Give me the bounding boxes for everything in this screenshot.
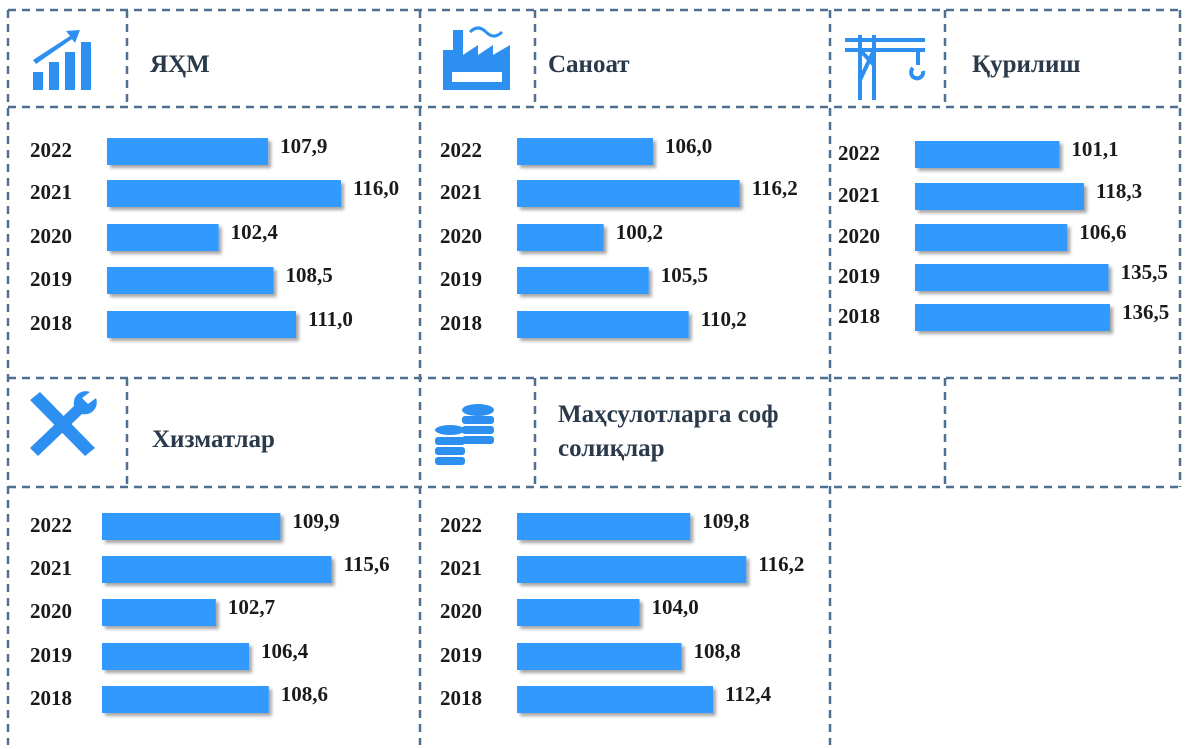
bar (517, 599, 640, 626)
year-label: 2019 (30, 267, 72, 291)
panel-title: ЯҲМ (150, 51, 210, 78)
year-label: 2019 (838, 264, 880, 288)
year-label: 2020 (440, 224, 482, 248)
bar (107, 224, 219, 251)
value-label: 112,4 (725, 682, 772, 706)
bar (915, 141, 1060, 168)
panel-title: Хизматлар (152, 426, 275, 453)
year-label: 2020 (30, 599, 72, 623)
bar (102, 643, 250, 670)
year-label: 2018 (30, 311, 72, 335)
bar (107, 311, 296, 338)
value-label: 109,8 (702, 509, 749, 533)
icon-coins (435, 404, 494, 465)
icon-growth (33, 30, 91, 90)
year-label: 2021 (30, 556, 72, 580)
value-label: 101,1 (1071, 137, 1118, 161)
value-label: 105,5 (661, 263, 708, 287)
grid-frame (6, 8, 1182, 745)
value-label: 109,9 (292, 509, 339, 533)
icon-factory (443, 26, 510, 90)
year-label: 2020 (838, 224, 880, 248)
year-label: 2020 (30, 224, 72, 248)
value-label: 111,0 (308, 307, 353, 331)
bar (102, 686, 269, 713)
year-label: 2020 (440, 599, 482, 623)
value-label: 135,5 (1121, 260, 1168, 284)
year-label: 2021 (838, 183, 880, 207)
year-label: 2022 (30, 138, 72, 162)
bar (107, 267, 274, 294)
bar (915, 264, 1109, 291)
bar (102, 599, 216, 626)
bar (517, 138, 653, 165)
year-label: 2022 (440, 138, 482, 162)
bar (517, 311, 689, 338)
year-label: 2018 (440, 686, 482, 710)
year-label: 2022 (838, 141, 880, 165)
value-label: 100,2 (616, 220, 663, 244)
icon-crane (845, 35, 926, 100)
year-label: 2018 (838, 304, 880, 328)
bar (517, 513, 691, 540)
year-label: 2022 (30, 513, 72, 537)
year-label: 2018 (30, 686, 72, 710)
bar (517, 224, 604, 251)
bar (915, 183, 1084, 210)
value-label: 104,0 (652, 595, 699, 619)
year-label: 2018 (440, 311, 482, 335)
value-label: 110,2 (701, 307, 747, 331)
panel-title: Қурилиш (972, 51, 1081, 78)
bar (517, 180, 740, 207)
year-label: 2021 (440, 180, 482, 204)
year-label: 2019 (30, 643, 72, 667)
bar (517, 686, 713, 713)
value-label: 102,4 (231, 220, 279, 244)
bar (102, 513, 281, 540)
value-label: 106,4 (261, 639, 309, 663)
panel-title: Саноат (548, 51, 630, 78)
value-label: 136,5 (1122, 300, 1169, 324)
value-label: 108,5 (286, 263, 333, 287)
value-label: 106,0 (665, 134, 712, 158)
value-label: 108,8 (694, 639, 741, 663)
value-label: 116,2 (752, 176, 798, 200)
value-label: 118,3 (1096, 179, 1142, 203)
bar (102, 556, 332, 583)
year-label: 2021 (440, 556, 482, 580)
icon-tools (30, 391, 97, 456)
bar (107, 138, 269, 165)
bar (915, 224, 1068, 251)
value-label: 115,6 (343, 552, 389, 576)
value-label: 107,9 (280, 134, 327, 158)
panel-title: Маҳсулотларга соф солиқлар (558, 401, 779, 462)
year-label: 2021 (30, 180, 72, 204)
value-label: 116,0 (353, 176, 399, 200)
bar (517, 643, 682, 670)
year-label: 2019 (440, 267, 482, 291)
year-label: 2022 (440, 513, 482, 537)
bar (915, 304, 1110, 331)
bar (107, 180, 341, 207)
bar (517, 556, 747, 583)
value-label: 102,7 (228, 595, 275, 619)
value-label: 108,6 (281, 682, 328, 706)
value-label: 116,2 (758, 552, 804, 576)
bar (517, 267, 649, 294)
year-label: 2019 (440, 643, 482, 667)
value-label: 106,6 (1079, 220, 1126, 244)
